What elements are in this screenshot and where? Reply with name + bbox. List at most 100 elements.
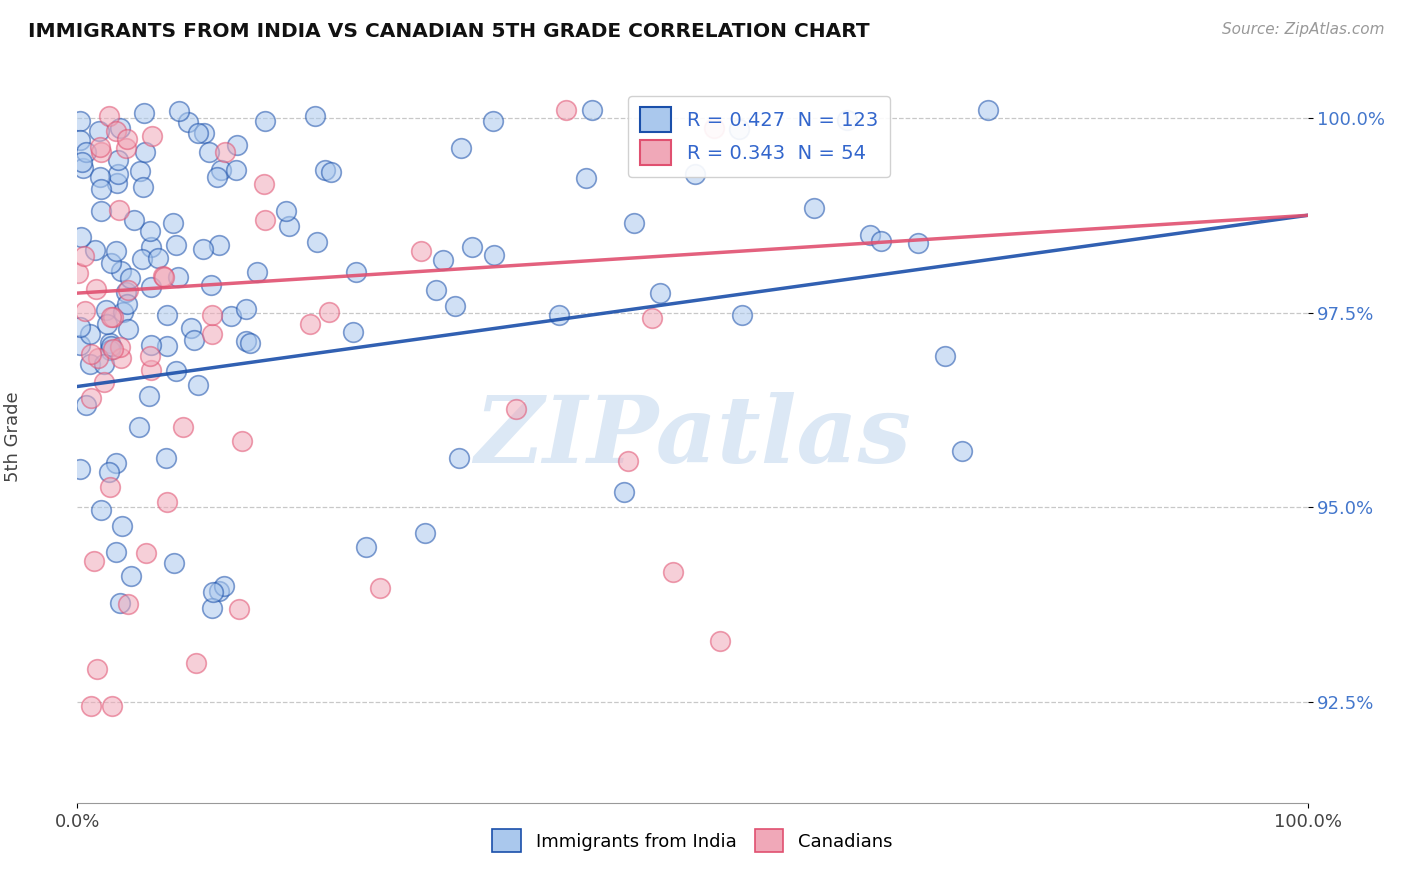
Point bbox=[69, 338, 91, 352]
Point bbox=[304, 109, 326, 123]
Point bbox=[200, 278, 222, 293]
Legend: Immigrants from India, Canadians: Immigrants from India, Canadians bbox=[485, 822, 900, 860]
Point bbox=[89, 139, 111, 153]
Point bbox=[461, 240, 484, 254]
Point bbox=[98, 466, 121, 480]
Point bbox=[135, 546, 157, 560]
Point bbox=[976, 103, 998, 118]
Point bbox=[165, 364, 187, 378]
Point bbox=[934, 350, 956, 364]
Point bbox=[187, 378, 209, 392]
Point bbox=[80, 347, 103, 361]
Point bbox=[75, 145, 97, 160]
Point bbox=[581, 103, 603, 118]
Point bbox=[211, 162, 233, 177]
Point bbox=[66, 266, 89, 280]
Point bbox=[141, 129, 163, 144]
Point bbox=[107, 153, 129, 167]
Point bbox=[870, 234, 893, 248]
Point bbox=[105, 244, 128, 258]
Point bbox=[484, 248, 506, 262]
Point bbox=[163, 556, 186, 570]
Point bbox=[139, 363, 162, 377]
Point bbox=[96, 317, 118, 331]
Point bbox=[90, 502, 112, 516]
Point bbox=[115, 285, 138, 299]
Point bbox=[83, 243, 105, 257]
Point bbox=[132, 106, 155, 120]
Point bbox=[129, 164, 152, 178]
Point bbox=[110, 351, 132, 365]
Point bbox=[277, 219, 299, 234]
Point bbox=[93, 375, 115, 389]
Point bbox=[100, 310, 122, 324]
Point bbox=[201, 309, 224, 323]
Point bbox=[201, 601, 224, 615]
Point bbox=[101, 698, 124, 713]
Point bbox=[108, 202, 131, 217]
Point bbox=[183, 333, 205, 347]
Point bbox=[648, 285, 671, 300]
Point bbox=[69, 134, 91, 148]
Point bbox=[859, 227, 882, 242]
Point bbox=[86, 662, 108, 676]
Point bbox=[134, 145, 156, 159]
Point bbox=[187, 126, 209, 140]
Point bbox=[69, 114, 91, 128]
Point bbox=[623, 216, 645, 230]
Point bbox=[305, 235, 328, 250]
Point bbox=[253, 178, 276, 192]
Point bbox=[231, 434, 253, 449]
Point bbox=[108, 596, 131, 610]
Point bbox=[139, 240, 162, 254]
Point bbox=[409, 244, 432, 259]
Point bbox=[111, 305, 134, 319]
Point bbox=[94, 303, 117, 318]
Point bbox=[555, 103, 578, 118]
Point bbox=[75, 303, 97, 318]
Point bbox=[505, 401, 527, 416]
Point bbox=[148, 251, 170, 265]
Point bbox=[200, 326, 222, 341]
Point bbox=[104, 545, 127, 559]
Point bbox=[156, 339, 179, 353]
Point bbox=[344, 265, 367, 279]
Point bbox=[70, 229, 93, 244]
Point bbox=[152, 269, 174, 284]
Point bbox=[110, 264, 132, 278]
Point bbox=[69, 462, 91, 476]
Point bbox=[83, 554, 105, 568]
Point bbox=[368, 581, 391, 595]
Point bbox=[98, 336, 121, 351]
Point bbox=[450, 141, 472, 155]
Point bbox=[117, 322, 139, 336]
Point bbox=[235, 301, 257, 316]
Point bbox=[138, 389, 160, 403]
Point bbox=[662, 565, 685, 579]
Point bbox=[105, 176, 128, 190]
Point bbox=[80, 698, 103, 713]
Point bbox=[172, 420, 194, 434]
Text: ZIPatlas: ZIPatlas bbox=[474, 392, 911, 482]
Point bbox=[101, 310, 124, 324]
Point bbox=[444, 299, 467, 313]
Point bbox=[641, 310, 664, 325]
Point bbox=[482, 114, 505, 128]
Point bbox=[111, 518, 134, 533]
Point bbox=[89, 170, 111, 185]
Point bbox=[184, 657, 207, 671]
Point bbox=[803, 201, 825, 215]
Point bbox=[117, 597, 139, 611]
Point bbox=[107, 167, 129, 181]
Point bbox=[153, 270, 176, 285]
Point bbox=[139, 280, 162, 294]
Point bbox=[169, 103, 191, 118]
Point bbox=[342, 325, 364, 339]
Point bbox=[205, 170, 228, 185]
Point bbox=[225, 138, 247, 153]
Point bbox=[617, 454, 640, 468]
Point bbox=[118, 270, 141, 285]
Point bbox=[100, 256, 122, 270]
Point bbox=[97, 109, 120, 123]
Point bbox=[93, 357, 115, 371]
